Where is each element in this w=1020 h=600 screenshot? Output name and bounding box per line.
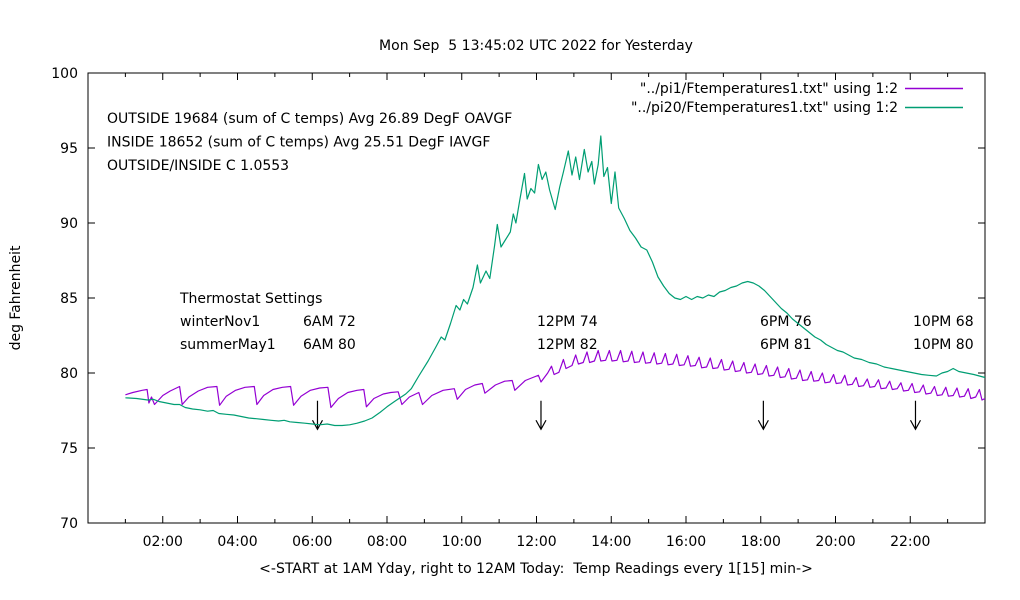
x-tick-label: 16:00 [666,534,706,550]
legend-entry-pi1: "../pi1/Ftemperatures1.txt" using 1:2 [640,81,898,97]
thermostat-winter-name: winterNov1 [180,314,260,330]
y-axis-label: deg Fahrenheit [8,245,24,350]
x-tick-label: 22:00 [890,534,930,550]
thermostat-winter-6am: 6AM 72 [303,314,356,330]
x-tick-label: 18:00 [741,534,781,550]
x-tick-label: 14:00 [591,534,631,550]
y-tick-label: 100 [51,66,78,82]
down-arrow-head [909,419,922,431]
y-tick-label: 75 [60,441,78,457]
thermostat-heading: Thermostat Settings [179,291,322,307]
stats-line-outside: OUTSIDE 19684 (sum of C temps) Avg 26.89… [107,111,512,127]
thermostat-summer-10pm: 10PM 80 [913,337,974,353]
down-arrow-head [535,419,547,431]
legend-entry-pi20: "../pi20/Ftemperatures1.txt" using 1:2 [631,100,898,116]
stats-line-ratio: OUTSIDE/INSIDE C 1.0553 [107,158,289,174]
thermostat-summer-6pm: 6PM 81 [760,337,812,353]
thermostat-winter-6pm: 6PM 76 [760,314,812,330]
plot-generated-layer: 02:00 04:00 06:00 08:00 10:00 12:00 14:00 16:00… [51,66,986,550]
legend: "../pi1/Ftemperatures1.txt" using 1:2 ".… [631,81,963,116]
stats-line-inside: INSIDE 18652 (sum of C temps) Avg 25.51 … [107,135,490,151]
x-tick-label: 04:00 [217,534,257,550]
y-tick-label: 80 [60,366,78,382]
series-line-pi1 [125,349,986,409]
x-axis-label: <-START at 1AM Yday, right to 12AM Today… [259,561,813,577]
thermostat-winter-12pm: 12PM 74 [537,314,598,330]
x-tick-label: 20:00 [815,534,855,550]
thermostat-settings: Thermostat Settings winterNov1 6AM 72 12… [179,291,974,353]
y-tick-label: 90 [60,216,78,232]
x-tick-label: 06:00 [292,534,332,550]
x-tick-label: 02:00 [143,534,183,550]
stats-annotation: OUTSIDE 19684 (sum of C temps) Avg 26.89… [107,111,512,174]
down-arrow-head [311,419,324,431]
chart-title: Mon Sep 5 13:45:02 UTC 2022 for Yesterda… [379,38,693,54]
x-tick-label: 08:00 [367,534,407,550]
x-tick-label: 10:00 [442,534,482,550]
thermostat-winter-10pm: 10PM 68 [913,314,974,330]
y-tick-label: 85 [60,291,78,307]
y-tick-label: 70 [60,516,78,532]
thermostat-summer-name: summerMay1 [180,337,276,353]
series-line-pi20 [125,135,986,427]
x-tick-label: 12:00 [516,534,556,550]
thermostat-summer-6am: 6AM 80 [303,337,356,353]
down-arrow-head [757,419,769,431]
y-tick-label: 95 [60,141,78,157]
thermostat-summer-12pm: 12PM 82 [537,337,598,353]
